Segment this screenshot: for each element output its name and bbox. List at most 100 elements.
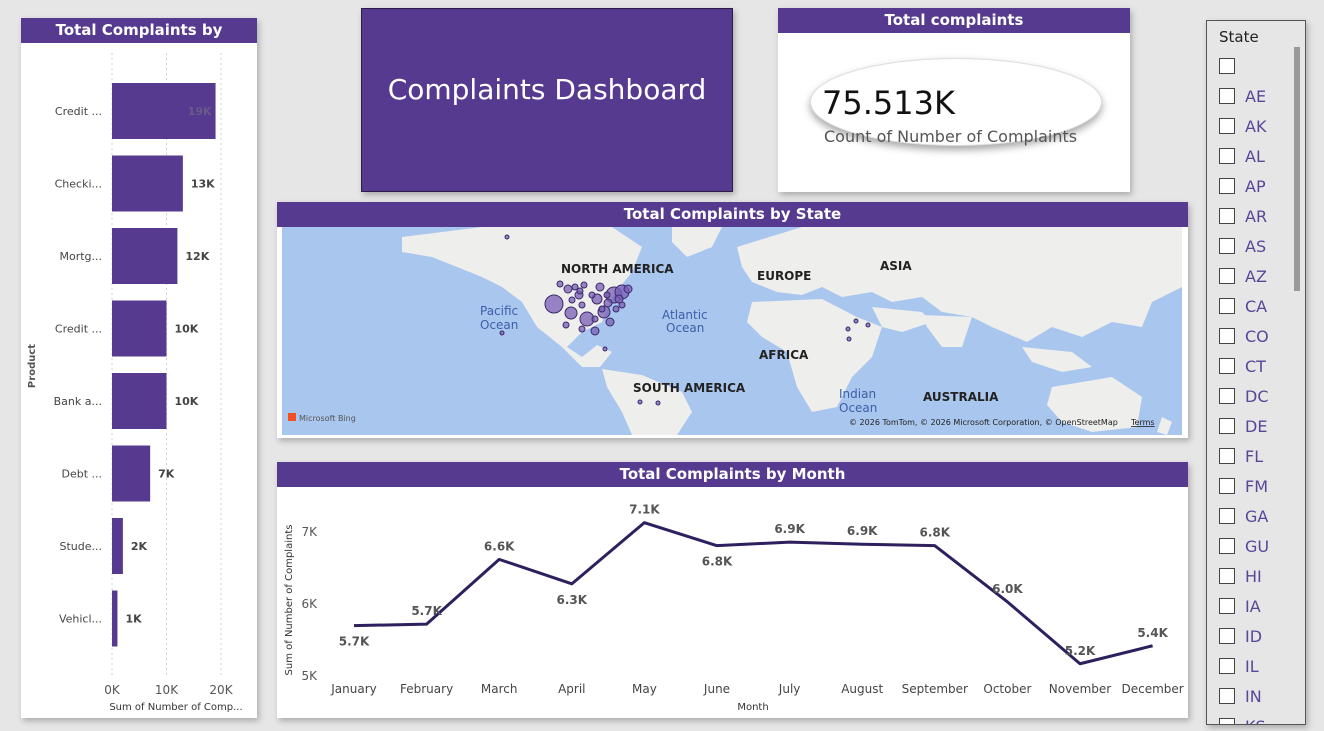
map-bubble[interactable] <box>865 322 871 328</box>
state-option[interactable] <box>1219 51 1269 81</box>
state-checkbox[interactable] <box>1219 628 1235 644</box>
map-bubble[interactable] <box>614 294 624 304</box>
state-checkbox[interactable] <box>1219 418 1235 434</box>
state-checkbox[interactable] <box>1219 598 1235 614</box>
map-terms-link[interactable]: Terms <box>1130 418 1155 427</box>
state-checkbox[interactable] <box>1219 298 1235 314</box>
map-bubble[interactable] <box>544 294 564 314</box>
map-bubble[interactable] <box>571 283 579 291</box>
state-option[interactable]: AR <box>1219 201 1269 231</box>
map-bubble[interactable] <box>576 287 584 295</box>
state-option[interactable]: IL <box>1219 651 1269 681</box>
map-bubble[interactable] <box>564 306 578 320</box>
month-point[interactable] <box>351 623 357 629</box>
map-bubble[interactable] <box>602 346 608 352</box>
map-bubble[interactable] <box>504 234 510 240</box>
state-option[interactable]: AZ <box>1219 261 1269 291</box>
map-bubble[interactable] <box>578 325 586 333</box>
map-bubble[interactable] <box>655 400 661 406</box>
month-point[interactable] <box>496 556 502 562</box>
product-bar[interactable] <box>112 155 183 212</box>
month-point[interactable] <box>1150 643 1156 649</box>
state-option[interactable]: IN <box>1219 681 1269 711</box>
state-option[interactable]: FL <box>1219 441 1269 471</box>
month-point[interactable] <box>641 520 647 526</box>
state-option[interactable]: GA <box>1219 501 1269 531</box>
state-option[interactable]: DC <box>1219 381 1269 411</box>
state-scrollbar[interactable] <box>1294 47 1300 291</box>
state-option[interactable]: CA <box>1219 291 1269 321</box>
map-bubble[interactable] <box>603 298 613 308</box>
state-option[interactable]: AE <box>1219 81 1269 111</box>
state-checkbox[interactable] <box>1219 118 1235 134</box>
state-checkbox[interactable] <box>1219 358 1235 374</box>
map-bubble[interactable] <box>853 318 859 324</box>
product-bar[interactable] <box>112 228 178 284</box>
product-bar[interactable] <box>112 373 167 429</box>
state-option[interactable]: AK <box>1219 111 1269 141</box>
month-point[interactable] <box>859 541 865 547</box>
month-point[interactable] <box>714 543 720 549</box>
state-checkbox[interactable] <box>1219 538 1235 554</box>
map-bubble[interactable] <box>598 305 606 313</box>
state-checkbox[interactable] <box>1219 658 1235 674</box>
map-bubble[interactable] <box>568 296 576 304</box>
map-bubble[interactable] <box>590 326 600 336</box>
month-point[interactable] <box>1077 661 1083 667</box>
product-bar[interactable] <box>112 83 216 139</box>
state-option[interactable]: AL <box>1219 141 1269 171</box>
map-bubble[interactable] <box>578 301 586 309</box>
state-option[interactable]: AS <box>1219 231 1269 261</box>
map-bubble[interactable] <box>603 291 611 299</box>
state-checkbox[interactable] <box>1219 448 1235 464</box>
state-checkbox[interactable] <box>1219 88 1235 104</box>
state-option[interactable]: CT <box>1219 351 1269 381</box>
state-option[interactable]: FM <box>1219 471 1269 501</box>
state-checkbox[interactable] <box>1219 268 1235 284</box>
month-line-series[interactable] <box>353 521 1153 666</box>
state-option[interactable]: GU <box>1219 531 1269 561</box>
state-option[interactable]: KS <box>1219 711 1269 724</box>
product-bar[interactable] <box>112 590 118 647</box>
world-map[interactable]: NORTH AMERICA EUROPE ASIA AFRICA SOUTH A… <box>282 227 1182 435</box>
state-option[interactable]: ID <box>1219 621 1269 651</box>
map-bubble[interactable] <box>588 291 596 299</box>
state-checkbox[interactable] <box>1219 328 1235 344</box>
map-bubble[interactable] <box>846 336 852 342</box>
state-checkbox[interactable] <box>1219 478 1235 494</box>
map-bubble[interactable] <box>623 284 633 294</box>
state-checkbox[interactable] <box>1219 568 1235 584</box>
map-attribution[interactable]: © 2026 TomTom, © 2026 Microsoft Corporat… <box>849 418 1118 427</box>
map-bubble[interactable] <box>556 280 564 288</box>
map-bubble[interactable] <box>845 326 851 332</box>
state-checkbox[interactable] <box>1219 178 1235 194</box>
month-point[interactable] <box>569 581 575 587</box>
map-bubble[interactable] <box>591 315 599 323</box>
product-bar[interactable] <box>112 518 123 574</box>
state-checkbox[interactable] <box>1219 148 1235 164</box>
state-checkbox[interactable] <box>1219 388 1235 404</box>
map-bubble[interactable] <box>499 330 505 336</box>
product-bar[interactable] <box>112 445 151 502</box>
month-point[interactable] <box>787 539 793 545</box>
state-checkbox[interactable] <box>1219 508 1235 524</box>
state-option[interactable]: IA <box>1219 591 1269 621</box>
map-bubble[interactable] <box>612 305 620 313</box>
map-bubble[interactable] <box>580 281 588 289</box>
map-bubble[interactable] <box>595 282 605 292</box>
map-bubble[interactable] <box>563 284 573 294</box>
state-checkbox[interactable] <box>1219 58 1235 74</box>
state-option[interactable]: DE <box>1219 411 1269 441</box>
map-bubble[interactable] <box>562 321 570 329</box>
month-point[interactable] <box>424 621 430 627</box>
month-point[interactable] <box>1004 599 1010 605</box>
state-checkbox[interactable] <box>1219 718 1235 724</box>
state-option[interactable]: HI <box>1219 561 1269 591</box>
map-bubble[interactable] <box>637 399 643 405</box>
month-point[interactable] <box>932 543 938 549</box>
map-bubble[interactable] <box>605 317 615 327</box>
state-checkbox[interactable] <box>1219 238 1235 254</box>
state-option[interactable]: CO <box>1219 321 1269 351</box>
state-checkbox[interactable] <box>1219 208 1235 224</box>
state-option[interactable]: AP <box>1219 171 1269 201</box>
